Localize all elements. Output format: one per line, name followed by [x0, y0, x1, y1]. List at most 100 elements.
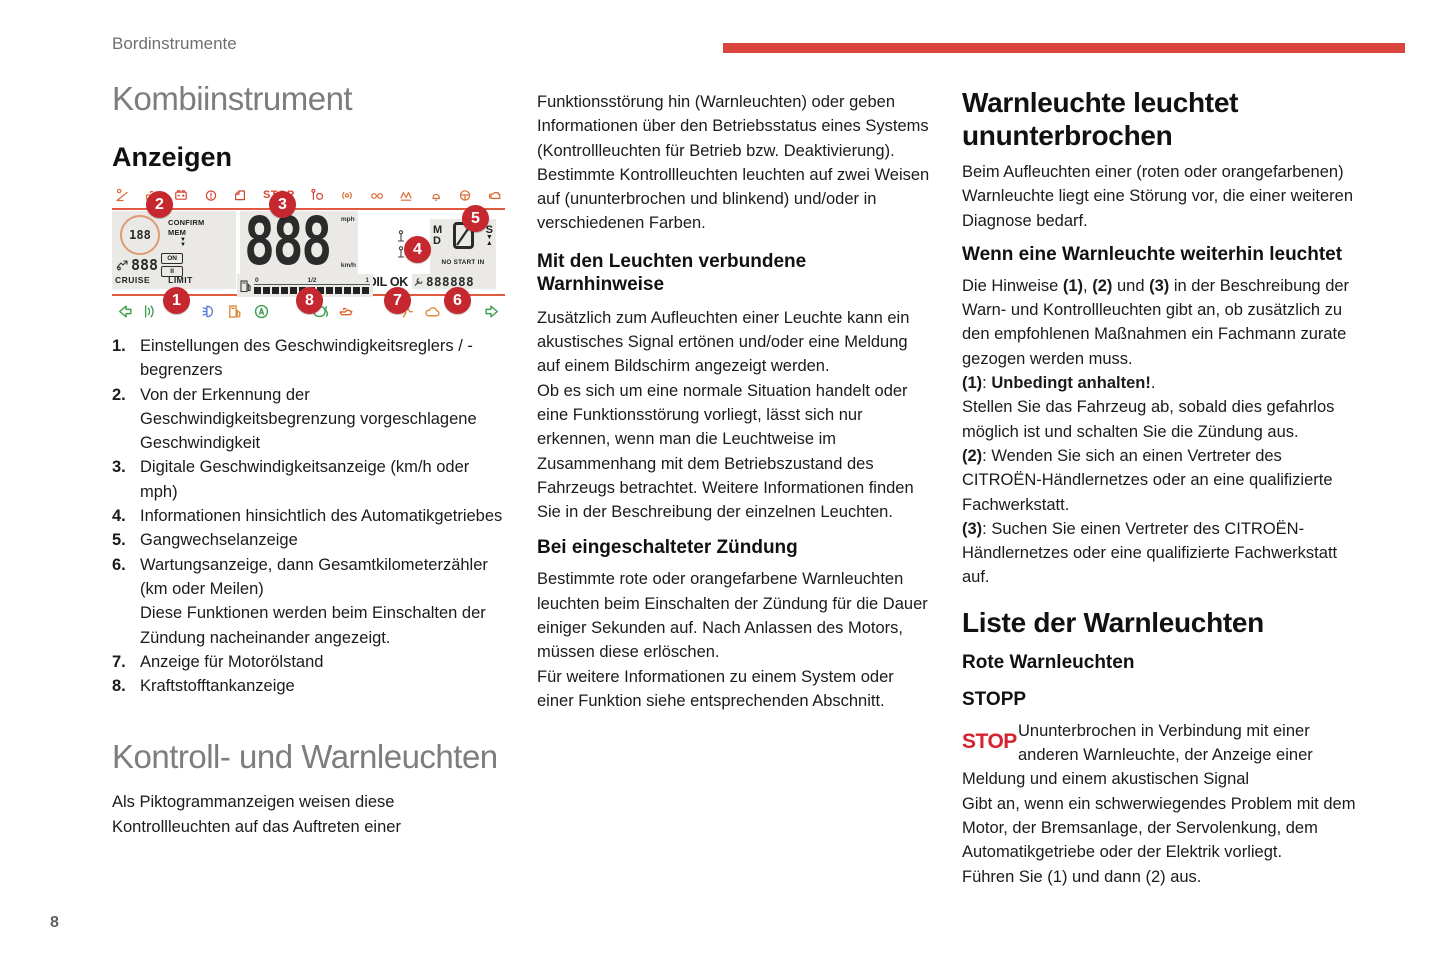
legend-text: Gangwechselanzeige: [140, 531, 298, 550]
cluster-indicator-icon-row: [112, 298, 505, 324]
fuel-gauge-pump-icon: [240, 279, 251, 293]
manual-mode-label: M: [433, 223, 443, 236]
gear-mode-letters: M D: [433, 223, 443, 247]
instrument-cluster-figure: STOP 188 CONFIRM MEM ▼ ▼: [112, 184, 505, 326]
confirm-mem-labels: CONFIRM MEM ▼ ▼: [168, 218, 212, 248]
kmh-label: km/h: [340, 262, 356, 269]
gear-shift-icon: [396, 246, 406, 259]
cluster-legend-list: 1. Einstellungen des Geschwindigkeitsregl…: [112, 334, 505, 698]
low-beam-icon: [202, 303, 219, 320]
header-accent-bar: [723, 43, 1405, 53]
legend-text: Informationen hinsichtlich des Automatik…: [140, 507, 503, 526]
subheading-weiterhin-leuchtet: Wenn eine Warnleuchte weiterhin leuchtet: [962, 243, 1343, 265]
subheading-rote-warnleuchten: Rote Warnleuchten: [962, 651, 1135, 673]
engine-oil-icon: [338, 303, 355, 320]
legend-number: 8.: [112, 677, 126, 696]
hint-text: in der Beschreibung der Warn- und Kontro…: [962, 276, 1350, 368]
legend-number: 5.: [112, 531, 126, 550]
parking-brake-icon: [204, 188, 218, 202]
paragraph: Gibt an, wenn ein schwerwiegendes Proble…: [962, 794, 1356, 862]
callout-5: 5: [462, 205, 489, 232]
stop-warning-light-icon: STOP: [962, 729, 1017, 753]
stop-paragraph-text: Ununterbrochen in Verbindung mit einer a…: [962, 721, 1313, 789]
section-title-warnleuchte: Warnleuchte leuchtet ununterbrochen: [962, 87, 1239, 151]
hourglass-icon: ▲: [485, 239, 493, 247]
speed-limit-camera-icon: [116, 259, 128, 271]
sport-mode-column: S ▼ ▲: [485, 223, 493, 247]
electronic-fault-icon: [340, 188, 354, 202]
paragraph: Beim Aufleuchten einer (roten oder orang…: [962, 163, 1354, 230]
left-column: Kombiinstrument Anzeigen STOP: [112, 80, 505, 839]
right-column: Warnleuchte leuchtet ununterbrochen Beim…: [962, 80, 1362, 889]
legend-text: Anzeige für Motorölstand: [140, 652, 324, 671]
spacer: [364, 311, 390, 312]
on-badge: ON: [161, 253, 184, 264]
callout-4: 4: [404, 236, 431, 263]
down-triangle-icon: ▼: [180, 241, 187, 248]
section-title-anzeigen: Anzeigen: [112, 142, 233, 172]
paragraph: Bestimmte rote oder orangefarbene Warnle…: [537, 570, 928, 662]
hint-text: ,: [1083, 276, 1093, 295]
advice-2-line: (2): Wenden Sie sich an einen Vertreter …: [962, 444, 1362, 517]
down-triangle-icon: ▼: [180, 236, 187, 243]
legend-number: 6.: [112, 555, 126, 574]
fuel-gauge-scale: 0 1/2 1: [254, 277, 370, 285]
gear-shift-icon: [396, 230, 406, 243]
turn-right-indicator-icon: [484, 303, 501, 320]
no-start-in-label: NO START IN: [441, 259, 485, 266]
hint-text: und: [1112, 276, 1150, 295]
section-breadcrumb: Bordinstrumente: [112, 34, 237, 53]
advice-1-bold: Unbedingt anhalten!: [991, 374, 1151, 393]
battery-charge-icon: [174, 188, 188, 202]
hint-paragraph: Die Hinweise (1), (2) und (3) in der Bes…: [962, 274, 1362, 371]
legend-number: 3.: [112, 458, 126, 477]
legend-text: Von der Erkennung der Geschwindigkeitsbe…: [140, 385, 477, 453]
oil-ok-label: OIL OK: [367, 275, 409, 289]
page-number: 8: [50, 914, 59, 931]
hint-ref-3: (3): [1149, 276, 1170, 295]
paragraph: Ob es sich um eine normale Situation han…: [537, 381, 914, 522]
legend-text: Einstellungen des Geschwindigkeitsregler…: [140, 337, 473, 380]
gearbox-display-panel: M D S ▼ ▲ NO START IN: [430, 219, 496, 276]
limit-speed-digits: 888: [131, 256, 159, 274]
fuel-scale-full: 1: [365, 277, 369, 284]
paragraph: Führen Sie (1) und dann (2) aus.: [962, 867, 1202, 886]
fuel-scale-zero: 0: [255, 277, 259, 284]
callout-3: 3: [269, 191, 296, 218]
exhaust-cloud-icon: [424, 303, 441, 320]
advice-1-period: .: [1150, 374, 1156, 393]
brake-pad-wear-icon: [370, 188, 384, 202]
seatbelt-reminder-icon: [429, 188, 443, 202]
cruise-limit-display-panel: 188 CONFIRM MEM ▼ ▼ 888 ON II CRUISE: [112, 211, 236, 289]
advice-3-line: (3): Suchen Sie einen Vertreter des CITR…: [962, 517, 1362, 590]
cruise-label: CRUISE: [115, 275, 151, 285]
engine-warning-icon: [488, 188, 502, 202]
set-speed-dial: 188: [120, 215, 160, 255]
hint-text: Die Hinweise: [962, 276, 1063, 295]
hourglass-icon: ▼: [485, 233, 493, 241]
fuel-pump-icon: [227, 303, 244, 320]
legend-text: Digitale Geschwindigkeitsanzeige (km/h o…: [140, 458, 470, 501]
legend-number: 2.: [112, 385, 126, 404]
section-title-kontroll-warnleuchten: Kontroll- und Warnleuchten: [112, 738, 498, 776]
legend-text: Kraftstofftankanzeige: [140, 677, 295, 696]
pause-badge: II: [161, 266, 184, 277]
callout-1: 1: [163, 287, 190, 314]
odometer-digits: 888888: [426, 274, 475, 289]
stop-paragraph: STOP Ununterbrochen in Verbindung mit ein…: [962, 719, 1362, 792]
advice-1-sep: :: [982, 374, 992, 393]
cruise-limit-labels: CRUISE LIMIT: [115, 275, 193, 285]
seatbelt-warning-icon: [115, 188, 129, 202]
turn-left-indicator-icon: [116, 303, 133, 320]
advice-3-text: : Suchen Sie einen Vertreter des CITROËN…: [962, 519, 1338, 587]
section-title-liste: Liste der Warnleuchten: [962, 606, 1264, 638]
callout-2: 2: [146, 191, 173, 218]
callout-7: 7: [384, 287, 411, 314]
limit-label: LIMIT: [168, 275, 193, 285]
legend-item: 2. Von der Erkennung der Geschwindigkeits…: [112, 383, 505, 456]
sport-mode-label: S: [485, 223, 493, 236]
odometer-readout: 888888: [412, 274, 496, 289]
advice-2-text: : Wenden Sie sich an einen Vertreter des…: [962, 446, 1333, 514]
hint-ref-1: (1): [1062, 276, 1084, 295]
diagram-divider-top: [112, 208, 505, 210]
